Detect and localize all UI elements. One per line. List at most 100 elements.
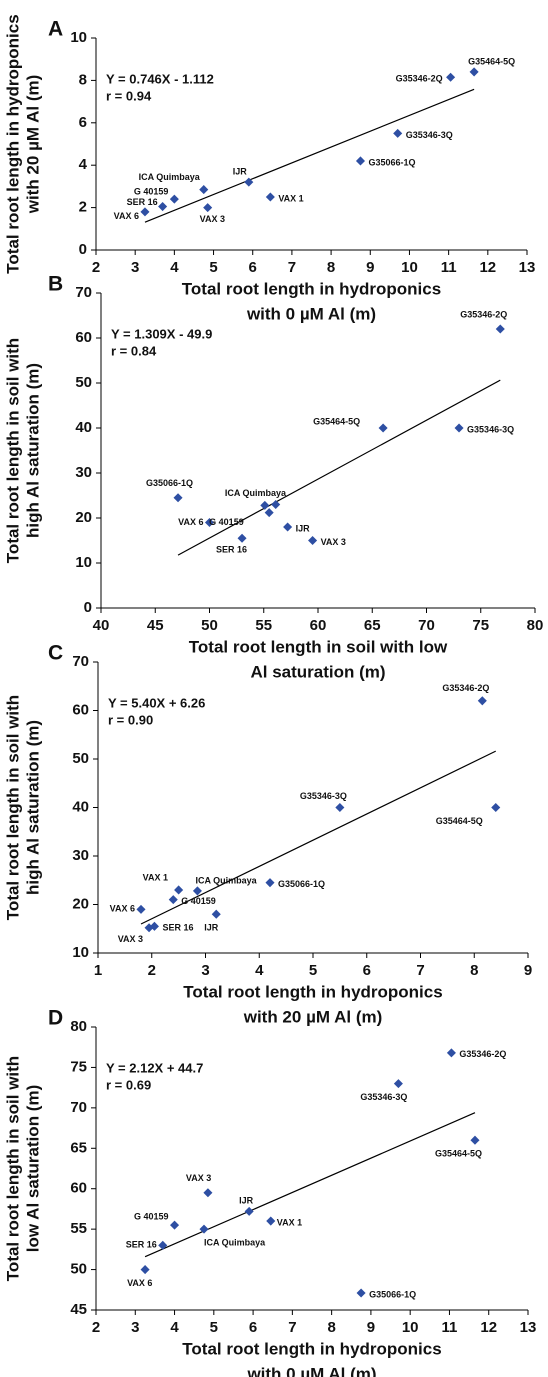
- fit-line: [177, 379, 501, 556]
- point-label: G35346-3Q: [300, 791, 347, 801]
- point-label: VAX 1: [143, 872, 168, 882]
- x-tick-label: 8: [470, 962, 478, 979]
- point-label: G 40159: [134, 186, 169, 196]
- point: [140, 1265, 150, 1275]
- x-tick-label: 8: [327, 1319, 335, 1336]
- point: [260, 500, 270, 510]
- fit-line: [140, 750, 497, 925]
- point: [271, 499, 281, 510]
- y-tick-label: 40: [75, 419, 92, 436]
- y-axis-label: Total root length in soil with: [3, 338, 22, 563]
- point: [173, 493, 183, 503]
- x-tick-label: 13: [520, 1319, 537, 1336]
- point: [446, 1048, 456, 1058]
- point-label: G35346-3Q: [467, 424, 514, 434]
- y-tick-label: 70: [72, 653, 89, 670]
- point-label: SER 16: [126, 1240, 157, 1250]
- x-tick-label: 6: [363, 962, 371, 979]
- x-tick-label: 3: [131, 259, 139, 276]
- panel-letter: B: [48, 273, 63, 296]
- annotation: Y = 5.40X + 6.26: [108, 695, 205, 710]
- y-tick-label: 55: [70, 1220, 87, 1237]
- y-axis-label: high Al saturation (m): [23, 720, 42, 895]
- x-tick-label: 3: [131, 1319, 139, 1336]
- y-tick-label: 70: [70, 1099, 87, 1116]
- point: [454, 423, 464, 433]
- point: [355, 156, 366, 166]
- point-label: VAX 6: [110, 904, 135, 914]
- point-label: VAX 3: [186, 1173, 211, 1183]
- x-tick-label: 70: [418, 617, 435, 634]
- point: [265, 192, 275, 202]
- x-tick-label: 12: [479, 259, 496, 276]
- point-label: VAX 6: [114, 211, 139, 221]
- y-tick-label: 20: [75, 509, 92, 526]
- y-tick-label: 0: [84, 599, 92, 616]
- x-tick-label: 45: [147, 617, 164, 634]
- x-tick-label: 4: [170, 259, 179, 276]
- point: [174, 885, 184, 895]
- point: [491, 802, 501, 813]
- point: [470, 1135, 480, 1145]
- y-tick-label: 60: [70, 1180, 87, 1197]
- y-tick-label: 6: [79, 114, 87, 131]
- point-label: G 40159: [209, 517, 244, 527]
- y-tick-label: 70: [75, 284, 92, 301]
- x-axis-label: with 0 µM Al (m): [246, 1364, 376, 1377]
- y-tick-label: 50: [72, 750, 89, 767]
- y-tick-label: 60: [75, 329, 92, 346]
- point: [136, 904, 146, 914]
- panel-letter: C: [48, 642, 63, 665]
- point-label: VAX 3: [118, 934, 143, 944]
- point-label: G35346-3Q: [406, 130, 453, 140]
- point-label: VAX 1: [277, 1217, 302, 1227]
- point-label: ICA Quimbaya: [225, 488, 287, 498]
- point: [378, 423, 388, 433]
- point: [158, 202, 168, 212]
- point: [192, 886, 202, 896]
- point-label: ICA Quimbaya: [139, 172, 201, 182]
- point-label: VAX 1: [278, 193, 303, 203]
- x-tick-label: 12: [480, 1319, 497, 1336]
- x-tick-label: 65: [364, 617, 381, 634]
- annotation: r = 0.90: [108, 712, 153, 727]
- annotation: Y = 2.12X + 44.7: [106, 1060, 203, 1075]
- x-tick-label: 55: [255, 617, 272, 634]
- point: [495, 324, 505, 334]
- point-label: SER 16: [127, 197, 158, 207]
- y-tick-label: 8: [79, 71, 87, 88]
- x-axis-label: with 0 µM Al (m): [246, 304, 376, 323]
- point: [170, 1220, 180, 1230]
- x-axis-label: Total root length in soil with low: [189, 637, 448, 656]
- x-tick-label: 1: [94, 962, 102, 979]
- x-tick-label: 11: [442, 1319, 458, 1336]
- annotation: Y = 1.309X - 49.9: [111, 326, 212, 341]
- y-tick-label: 60: [72, 701, 89, 718]
- point-label: ICA Quimbaya: [195, 875, 257, 885]
- x-tick-label: 2: [92, 259, 100, 276]
- x-tick-label: 60: [310, 617, 327, 634]
- point-label: G35066-1Q: [146, 478, 193, 488]
- x-tick-label: 6: [249, 1319, 257, 1336]
- x-tick-label: 75: [472, 617, 489, 634]
- x-tick-label: 13: [519, 259, 536, 276]
- y-tick-label: 10: [70, 29, 87, 46]
- point: [211, 909, 221, 919]
- point: [158, 1240, 168, 1250]
- x-axis-label: with 20 µM Al (m): [243, 1007, 383, 1026]
- point: [308, 535, 318, 546]
- point: [168, 895, 178, 905]
- point-label: G35346-3Q: [360, 1092, 407, 1102]
- point: [203, 203, 213, 213]
- x-tick-label: 11: [441, 259, 457, 276]
- y-axis-label: low Al saturation (m): [23, 1085, 42, 1253]
- point-label: G35346-2Q: [442, 683, 489, 693]
- x-tick-label: 8: [327, 259, 335, 276]
- point: [393, 128, 403, 138]
- y-tick-label: 20: [72, 895, 89, 912]
- point: [237, 533, 247, 543]
- y-tick-label: 80: [70, 1018, 87, 1035]
- point-label: ICA Quimbaya: [204, 1238, 266, 1248]
- point-label: VAX 6: [178, 517, 203, 527]
